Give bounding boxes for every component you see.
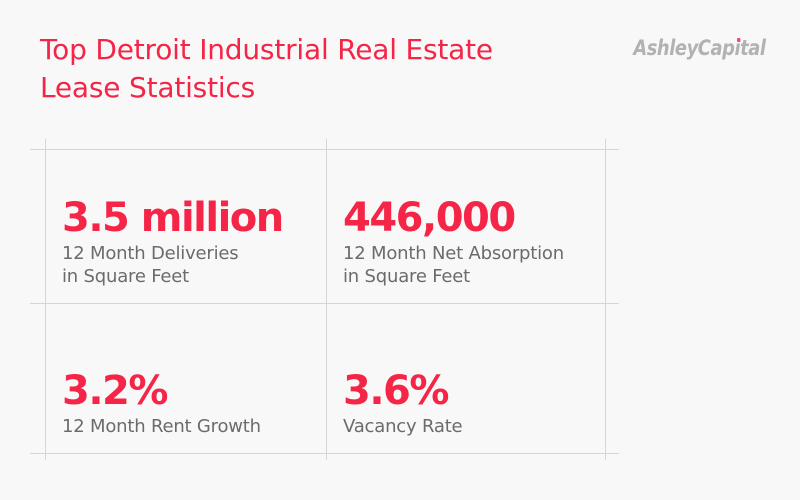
grid-vertical-line-middle xyxy=(326,139,327,460)
grid-vertical-line-left xyxy=(45,139,46,460)
logo-text-post: tal xyxy=(740,36,767,60)
stat-label-rent-growth: 12 Month Rent Growth xyxy=(62,416,261,437)
grid-vertical-line-right xyxy=(605,139,606,460)
stat-value-vacancy-rate: 3.6% xyxy=(343,368,449,414)
logo-letter-i: ı xyxy=(734,36,741,60)
stat-label-net-absorption: 12 Month Net Absorption in Square Feet xyxy=(343,243,564,287)
stat-value-net-absorption: 446,000 xyxy=(343,195,516,241)
stat-label-vacancy-rate: Vacancy Rate xyxy=(343,416,463,437)
stat-card-rent-growth: 3.2% 12 Month Rent Growth xyxy=(45,303,326,453)
page-title: Top Detroit Industrial Real Estate Lease… xyxy=(40,31,493,107)
page-title-line1: Top Detroit Industrial Real Estate xyxy=(40,33,493,66)
stat-value-rent-growth: 3.2% xyxy=(62,368,168,414)
stat-label-deliveries: 12 Month Deliveries in Square Feet xyxy=(62,243,239,287)
page-title-line2: Lease Statistics xyxy=(40,71,256,104)
stat-card-net-absorption: 446,000 12 Month Net Absorption in Squar… xyxy=(326,149,605,303)
stat-card-vacancy-rate: 3.6% Vacancy Rate xyxy=(326,303,605,453)
grid-horizontal-line-bottom xyxy=(30,453,619,454)
stat-value-deliveries: 3.5 million xyxy=(62,195,284,241)
stat-card-deliveries: 3.5 million 12 Month Deliveries in Squar… xyxy=(45,149,326,303)
grid-horizontal-line-top xyxy=(30,149,619,150)
ashley-capital-logo: AshleyCapı tal xyxy=(633,36,767,61)
grid-horizontal-line-middle xyxy=(30,303,619,304)
logo-i-dot-icon xyxy=(737,38,741,42)
logo-text-pre: AshleyCap xyxy=(633,36,736,60)
